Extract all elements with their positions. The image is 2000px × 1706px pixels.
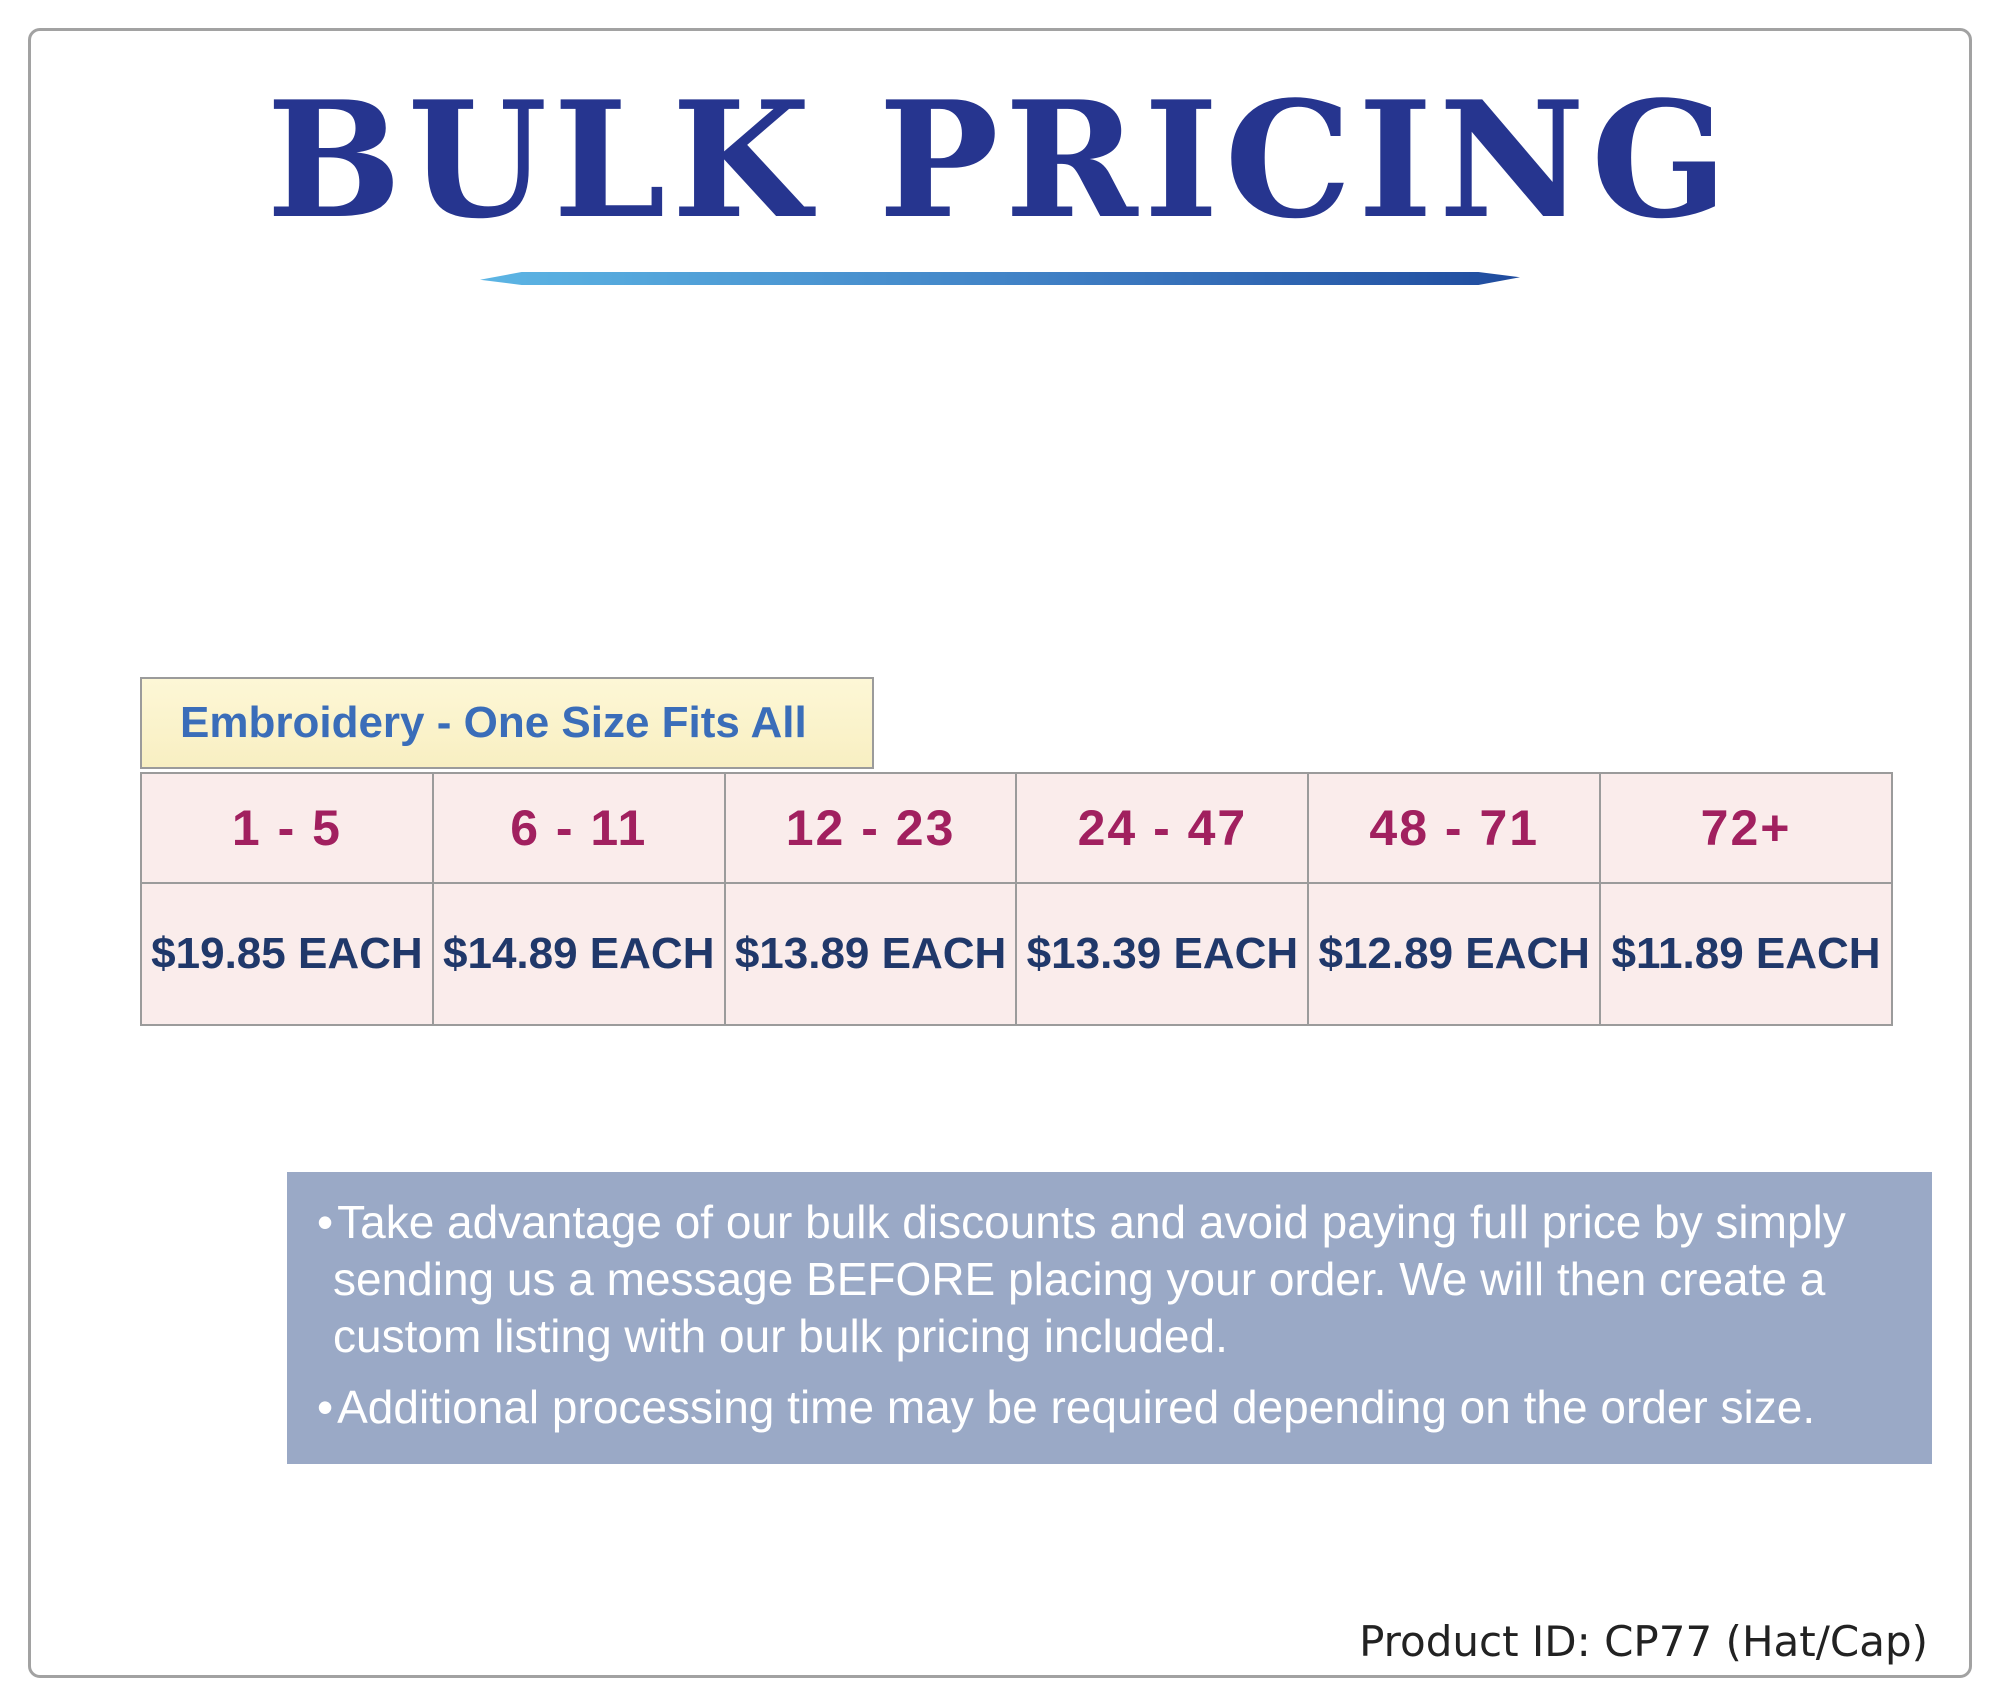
note-item: Take advantage of our bulk discounts and… (317, 1194, 1896, 1365)
tier-range-cell: 6 - 11 (431, 772, 726, 884)
tier-price-cell: $19.85 EACH (140, 882, 434, 1026)
tier-price-cell: $12.89 EACH (1307, 882, 1602, 1026)
category-label: Embroidery - One Size Fits All (180, 698, 807, 747)
tier-range-cell: 48 - 71 (1307, 772, 1602, 884)
note-item: Additional processing time may be requir… (317, 1379, 1896, 1436)
title-underline-accent (480, 272, 1520, 285)
tier-price-cell: $11.89 EACH (1599, 882, 1893, 1026)
tier-price-cell: $14.89 EACH (431, 882, 726, 1026)
tier-range-cell: 1 - 5 (140, 772, 434, 884)
tier-price-cell: $13.89 EACH (723, 882, 1018, 1026)
tier-range-cell: 72+ (1599, 772, 1893, 884)
page-title: BULK PRICING (266, 66, 1734, 254)
category-label-box: Embroidery - One Size Fits All (140, 677, 874, 769)
tier-range-cell: 12 - 23 (723, 772, 1018, 884)
product-id-label: Product ID: CP77 (Hat/Cap) (1359, 1617, 1928, 1666)
quantity-range-row: 1 - 5 6 - 11 12 - 23 24 - 47 48 - 71 72+ (140, 772, 1893, 884)
tier-price-cell: $13.39 EACH (1015, 882, 1310, 1026)
border-frame (28, 28, 1972, 1678)
unit-price-row: $19.85 EACH $14.89 EACH $13.89 EACH $13.… (140, 882, 1893, 1026)
tier-range-cell: 24 - 47 (1015, 772, 1310, 884)
pricing-table: 1 - 5 6 - 11 12 - 23 24 - 47 48 - 71 72+… (140, 772, 1893, 1026)
notes-box: Take advantage of our bulk discounts and… (287, 1172, 1932, 1465)
